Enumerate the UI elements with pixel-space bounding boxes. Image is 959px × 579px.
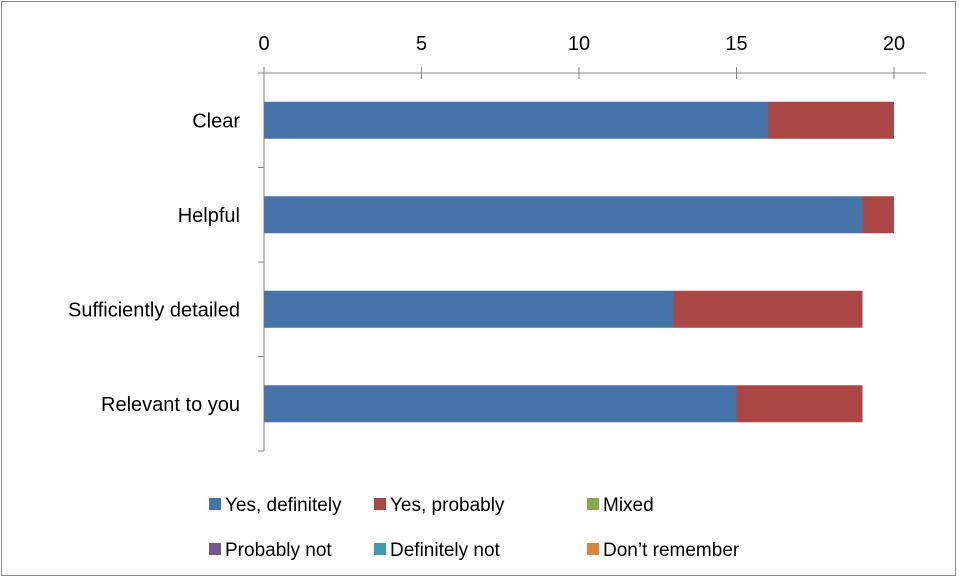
category-label: Relevant to you: [101, 394, 240, 416]
legend-swatch: [587, 543, 599, 555]
legend-label: Probably not: [225, 540, 332, 561]
labels-layer: 0 5 10 15 20 Clear Helpful Sufficiently detaile…: [68, 33, 905, 416]
bar-yes-probably-sufficiently-detailed: [673, 290, 863, 328]
category-label: Helpful: [178, 205, 240, 227]
x-tick-label: 15: [725, 33, 747, 55]
legend-item: Yes, definitely: [209, 495, 342, 516]
bar-yes-probably-helpful: [862, 196, 894, 234]
x-tick-label: 10: [568, 33, 590, 55]
bar-yes-definitely-helpful: [264, 196, 863, 234]
legend-swatch: [374, 543, 386, 555]
legend-item: Mixed: [587, 495, 654, 516]
bar-yes-probably-clear: [768, 101, 894, 139]
legend: Yes, definitely Yes, probably Mixed Probabl…: [209, 495, 740, 561]
x-tick-label: 20: [883, 33, 905, 55]
bar-yes-definitely-clear: [264, 101, 768, 139]
legend-label: Mixed: [603, 495, 654, 516]
legend-swatch: [209, 498, 221, 510]
legend-swatch: [374, 498, 386, 510]
bar-yes-probably-relevant-to-you: [736, 385, 863, 423]
legend-item: Definitely not: [374, 540, 501, 561]
legend-label: Definitely not: [390, 540, 501, 561]
category-label: Clear: [192, 110, 240, 132]
legend-item: Yes, probably: [374, 495, 505, 516]
legend-swatch: [587, 498, 599, 510]
bar-yes-definitely-relevant-to-you: [264, 385, 737, 423]
bar-yes-definitely-sufficiently-detailed: [264, 290, 674, 328]
legend-label: Yes, probably: [390, 495, 505, 516]
legend-item: Don’t remember: [587, 540, 740, 561]
legend-item: Probably not: [209, 540, 332, 561]
legend-label: Don’t remember: [603, 540, 740, 561]
x-tick-label: 0: [258, 33, 269, 55]
category-label: Sufficiently detailed: [68, 299, 240, 321]
legend-label: Yes, definitely: [225, 495, 342, 516]
x-tick-label: 5: [416, 33, 427, 55]
legend-swatch: [209, 543, 221, 555]
bars-layer: [264, 101, 894, 423]
